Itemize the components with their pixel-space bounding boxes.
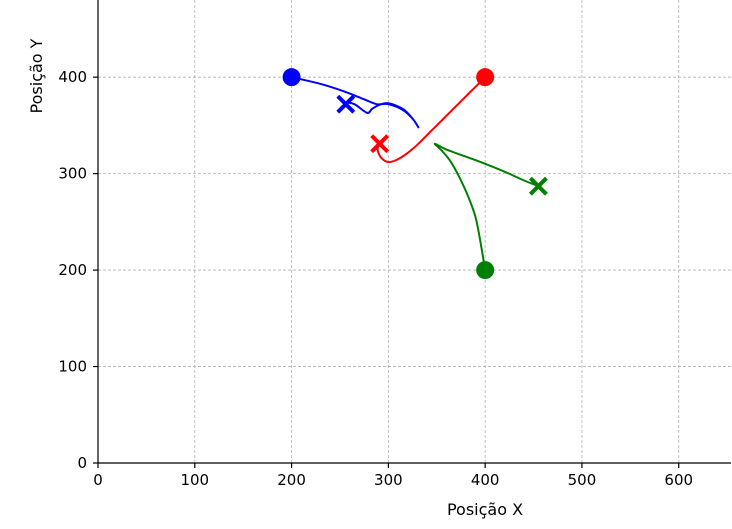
start-marker — [282, 68, 301, 87]
end-marker — [336, 94, 356, 114]
axes — [97, 0, 731, 464]
x-tick-label: 400 — [471, 471, 500, 489]
x-tick-label: 0 — [93, 471, 103, 489]
x-axis-label: Posição X — [447, 500, 523, 519]
grid — [97, 0, 731, 464]
series-2 — [433, 142, 548, 280]
series-layer — [282, 68, 548, 280]
x-ticks: 0 100 200 300 400 500 600 — [93, 463, 693, 489]
series-0 — [282, 68, 420, 129]
x-tick-label: 100 — [180, 471, 209, 489]
y-tick-label: 100 — [58, 358, 87, 376]
y-ticks: 0 100 200 300 400 — [58, 68, 98, 472]
y-tick-label: 300 — [58, 165, 87, 183]
series-1 — [370, 68, 495, 164]
y-tick-label: 0 — [77, 454, 87, 472]
end-marker-stroke — [370, 134, 390, 154]
end-marker — [528, 176, 548, 196]
trajectory-line — [376, 76, 486, 164]
end-marker-stroke — [528, 176, 548, 196]
y-tick-label: 200 — [58, 261, 87, 279]
x-tick-label: 200 — [277, 471, 306, 489]
start-marker — [476, 261, 495, 280]
x-tick-label: 300 — [374, 471, 403, 489]
end-marker-stroke — [336, 94, 356, 114]
x-tick-label: 500 — [568, 471, 597, 489]
y-tick-label: 400 — [58, 68, 87, 86]
trajectory-line — [433, 142, 539, 271]
y-axis-label: Posição Y — [27, 38, 46, 113]
end-marker — [370, 134, 390, 154]
trajectory-line — [291, 76, 420, 129]
start-marker — [476, 68, 495, 87]
x-tick-label: 600 — [664, 471, 693, 489]
